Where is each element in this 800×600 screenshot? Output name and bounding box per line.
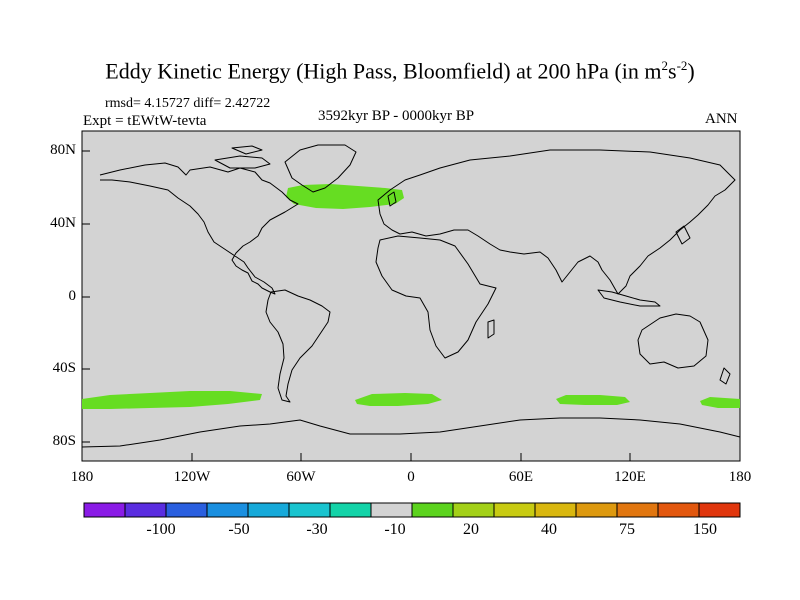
coastline-japan xyxy=(675,225,691,245)
anomaly-south-pacific-east xyxy=(700,397,740,408)
colorbar-label-neg30: -30 xyxy=(306,521,328,538)
colorbar-swatch xyxy=(329,502,372,518)
chart-title: Eddy Kinetic Energy (High Pass, Bloomfie… xyxy=(105,58,695,84)
coastline-australia xyxy=(637,313,709,369)
colorbar-label-neg50: -50 xyxy=(228,521,250,538)
colorbar-label-40: 40 xyxy=(541,521,557,538)
colorbar-swatch xyxy=(452,502,495,518)
rmsd-diff-label: rmsd= 4.15727 diff= 2.42722 xyxy=(105,96,271,111)
colorbar-label-75: 75 xyxy=(619,521,635,538)
colorbar-label-neg10: -10 xyxy=(384,521,406,538)
colorbar-swatch xyxy=(575,502,618,518)
colorbar-swatch xyxy=(83,502,126,518)
coastline-africa xyxy=(375,235,497,359)
coastlines xyxy=(81,144,741,448)
colorbar xyxy=(83,502,741,518)
anomaly-north-atlantic xyxy=(286,184,404,209)
coastline-new-zealand xyxy=(719,367,731,385)
colorbar-swatch xyxy=(493,502,536,518)
anomaly-south-atlantic xyxy=(355,393,442,406)
coastline-greenland xyxy=(284,144,357,193)
lon-ticks xyxy=(81,453,741,461)
colorbar-swatch xyxy=(370,502,413,518)
map-background xyxy=(81,130,741,462)
colorbar-label-150: 150 xyxy=(693,521,717,538)
colorbar-swatch xyxy=(534,502,577,518)
colorbar-swatch xyxy=(698,502,741,518)
lat-ticks xyxy=(82,150,90,443)
coastline-arctic-islands xyxy=(214,145,271,169)
lon-label-120e: 120E xyxy=(614,469,646,485)
lon-label-180e: 180 xyxy=(728,469,752,485)
colorbar-swatch xyxy=(288,502,331,518)
colorbar-swatch xyxy=(411,502,454,518)
lat-label-0: 0 xyxy=(68,288,77,304)
coastline-uk xyxy=(387,191,397,207)
coastline-south-america xyxy=(265,289,331,403)
colorbar-swatch xyxy=(616,502,659,518)
period-label: 3592kyr BP - 0000kyr BP xyxy=(318,108,475,124)
anomaly-patches xyxy=(82,184,740,409)
lat-label-80s: 80S xyxy=(52,433,76,449)
lon-label-120w: 120W xyxy=(173,469,211,485)
colorbar-label-neg100: -100 xyxy=(146,521,176,538)
colorbar-label-20: 20 xyxy=(463,521,479,538)
lon-label-60w: 60W xyxy=(286,469,316,485)
colorbar-swatch xyxy=(247,502,290,518)
coastline-north-america xyxy=(99,162,299,295)
coastline-madagascar xyxy=(487,319,495,339)
colorbar-swatch xyxy=(165,502,208,518)
lat-label-40n: 40N xyxy=(50,215,76,231)
season-label: ANN xyxy=(705,111,738,127)
anomaly-south-indian xyxy=(556,395,630,405)
coastline-antarctica xyxy=(81,417,741,448)
lon-label-0: 0 xyxy=(407,469,415,485)
lon-label-180w: 180 xyxy=(70,469,94,485)
experiment-label: Expt = tEWtW-tevta xyxy=(83,113,207,129)
lat-label-80n: 80N xyxy=(50,142,76,158)
lat-label-40s: 40S xyxy=(52,360,76,376)
colorbar-swatch xyxy=(124,502,167,518)
lon-label-60e: 60E xyxy=(508,469,534,485)
anomaly-south-pacific xyxy=(82,391,262,409)
coastline-indonesia xyxy=(597,289,661,307)
colorbar-swatch xyxy=(206,502,249,518)
colorbar-swatch xyxy=(657,502,700,518)
